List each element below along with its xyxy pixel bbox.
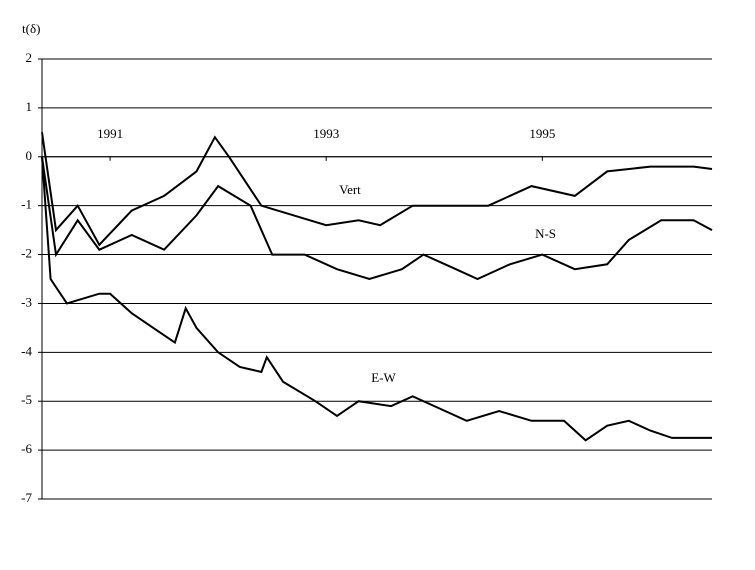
y-tick-label: 0 xyxy=(26,148,33,163)
y-tick-label: -2 xyxy=(21,246,32,261)
y-tick-label: -5 xyxy=(21,392,32,407)
y-tick-label: 2 xyxy=(26,50,33,65)
annotation: Vert xyxy=(339,182,361,197)
y-tick-label: -3 xyxy=(21,294,32,309)
y-tick-label: -7 xyxy=(21,490,32,505)
y-tick-label: -4 xyxy=(21,343,32,358)
series-line xyxy=(41,156,712,442)
y-tick-label: -1 xyxy=(21,197,32,212)
x-tick-label: 1993 xyxy=(313,126,339,141)
series-line xyxy=(41,156,713,281)
x-tick-label: 1991 xyxy=(97,126,123,141)
y-tick-label: 1 xyxy=(26,99,33,114)
annotation: N-S xyxy=(535,226,556,241)
x-tick-label: 1995 xyxy=(529,126,555,141)
annotation: E-W xyxy=(371,370,396,385)
y-tick-label: -6 xyxy=(21,441,32,456)
y-axis-label: t(δ) xyxy=(22,21,40,36)
series-line xyxy=(41,132,713,247)
